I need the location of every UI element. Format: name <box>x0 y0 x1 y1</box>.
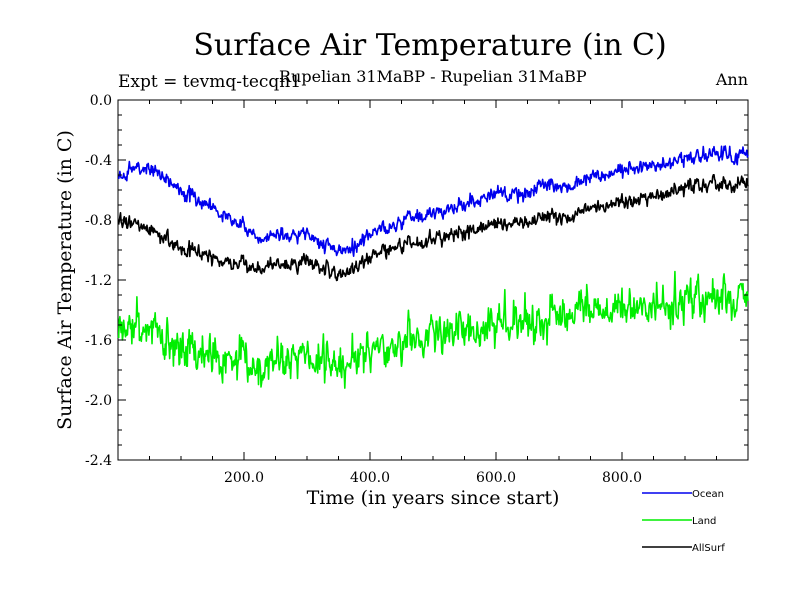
x-axis-title: Time (in years since start) <box>307 487 560 509</box>
series-line-land <box>117 270 749 389</box>
season-label: Ann <box>715 70 748 89</box>
y-tick-label: -2.4 <box>85 453 112 469</box>
y-tick-label: -1.6 <box>85 333 112 349</box>
series-line-ocean <box>117 145 749 257</box>
axis-layer: 0.0 -0.4 -0.8 -1.2 -1.6 -2.0 -2.4 200.0 400.0 600… <box>85 93 748 486</box>
x-tick-label: 200.0 <box>224 470 264 486</box>
legend-label-allsurf: AllSurf <box>692 543 725 554</box>
series-line-allsurf <box>117 173 749 282</box>
series-layer <box>117 145 749 389</box>
y-tick-label: -1.2 <box>85 273 112 289</box>
legend: Ocean Land AllSurf <box>642 489 725 554</box>
y-tick-label: -0.4 <box>85 153 112 169</box>
x-tick-label: 800.0 <box>602 470 642 486</box>
chart-subtitle: Rupelian 31MaBP - Rupelian 31MaBP <box>279 67 587 86</box>
y-tick-label: 0.0 <box>90 93 112 109</box>
y-axis-title: Surface Air Temperature (in C) <box>54 130 76 430</box>
chart-title: Surface Air Temperature (in C) <box>193 28 667 63</box>
legend-label-land: Land <box>692 516 716 527</box>
x-tick-label: 600.0 <box>476 470 516 486</box>
y-tick-label: -2.0 <box>85 393 112 409</box>
x-tick-label: 400.0 <box>350 470 390 486</box>
legend-label-ocean: Ocean <box>692 489 724 500</box>
experiment-label: Expt = tevmq-tecqn1 <box>118 72 302 92</box>
plot-frame <box>117 99 749 461</box>
y-tick-label: -0.8 <box>85 213 112 229</box>
